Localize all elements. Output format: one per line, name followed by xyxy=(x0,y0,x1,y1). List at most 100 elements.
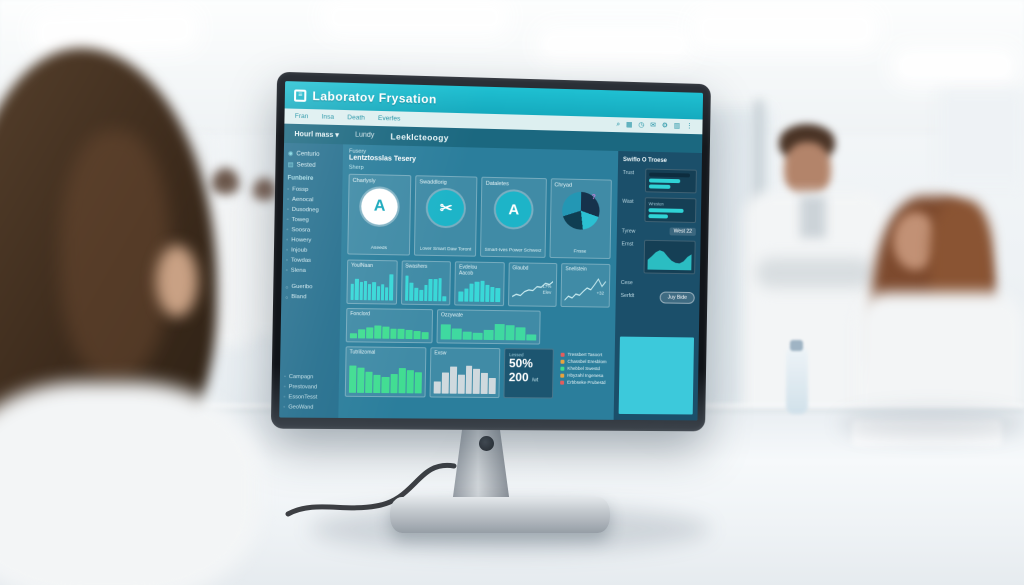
bar-chart-card[interactable]: Exsw xyxy=(429,347,501,399)
menu-item[interactable]: Death xyxy=(347,114,365,122)
panel-row-label: Serfdt xyxy=(620,292,635,300)
progress-track xyxy=(649,172,691,178)
sidebar-top-item[interactable]: ▤ Sested xyxy=(288,159,339,171)
period-dropdown[interactable]: Hourl mass ▾ xyxy=(294,129,339,138)
progress-bar xyxy=(648,214,668,219)
bar-chart-card[interactable]: Evdelou Aacob xyxy=(454,261,505,307)
highlight-panel xyxy=(618,336,695,415)
foreground-woman-cheek xyxy=(156,245,198,317)
bar-chart-card[interactable]: Tutrilizomal xyxy=(344,346,427,398)
bar xyxy=(389,328,397,339)
bar xyxy=(367,284,372,301)
card-title: Charlysly xyxy=(352,177,376,185)
progress-card[interactable] xyxy=(644,168,697,194)
chart-svg xyxy=(565,275,606,304)
progress-bar xyxy=(648,208,684,213)
search-icon[interactable]: ⌕ xyxy=(616,121,621,129)
line-chart-card[interactable]: Glaubd 17% Elev xyxy=(507,262,558,307)
mail-icon[interactable]: ✉ xyxy=(650,122,656,130)
card-title: Exsw xyxy=(434,350,447,357)
legend-item: Khebbel Swestd xyxy=(560,366,608,371)
clock-icon[interactable]: ◷ xyxy=(638,121,645,129)
progress-card[interactable]: Wresten xyxy=(644,197,697,223)
apps-icon[interactable]: ▥ xyxy=(673,122,681,130)
gear-icon[interactable]: ⚙ xyxy=(661,122,668,130)
legend: Tressbert Tasocrt Chassbel Eresblom Khebbe… xyxy=(557,349,609,399)
bar xyxy=(365,326,374,339)
foreground-woman-hair-highlight xyxy=(60,130,170,380)
line-chart-card[interactable]: Snellstein +32 xyxy=(560,263,611,308)
bar-chart-card[interactable]: Ozzywate xyxy=(436,309,541,345)
bar xyxy=(485,285,490,302)
bar xyxy=(348,365,357,393)
bar xyxy=(423,284,428,302)
progress-caption: Wresten xyxy=(648,201,664,207)
bar xyxy=(437,278,443,302)
bar xyxy=(405,330,413,340)
ceiling-light xyxy=(39,15,191,47)
card-caption: Aseeds xyxy=(370,245,387,252)
progress-bar xyxy=(648,184,671,189)
bar-chart-card[interactable]: Fonclord xyxy=(345,307,434,344)
background-person-head xyxy=(212,168,239,199)
bar xyxy=(433,381,441,394)
bar xyxy=(428,278,433,302)
pie-card[interactable]: Chryad ? Frisse xyxy=(549,178,612,260)
bar xyxy=(373,325,382,339)
sidebar-item[interactable]: Bland xyxy=(285,292,336,303)
card-title: Swaddlorig xyxy=(419,179,447,186)
menu-item[interactable]: Fran xyxy=(294,112,309,121)
filter-item[interactable]: Lundy xyxy=(354,131,375,140)
sidebar-bottom-item[interactable]: Campagn xyxy=(284,372,335,383)
bar xyxy=(404,275,409,301)
bar xyxy=(372,282,376,301)
area-chart-card[interactable] xyxy=(643,239,696,275)
bar xyxy=(359,282,363,301)
bar-chart-card[interactable]: Swashers xyxy=(400,260,452,306)
sidebar-bottom-item[interactable]: EssonTesst xyxy=(284,392,335,403)
kpi-card[interactable]: Lessed 50% 200 /wt xyxy=(503,348,554,399)
label: Tressbert Tasocrt xyxy=(567,351,603,358)
value-chip[interactable]: West 22 xyxy=(669,227,696,236)
more-icon[interactable]: ⋮ xyxy=(685,123,693,131)
bar-chart xyxy=(350,271,394,301)
right-panel: Swiflo O Troese Trust Wast Wresten xyxy=(613,151,703,421)
bar xyxy=(363,280,368,301)
bar xyxy=(433,278,438,302)
ceiling-light xyxy=(545,34,685,54)
period-dropdown-label: Hourl mass xyxy=(294,130,334,139)
kpi-unit: /wt xyxy=(531,377,539,384)
gauge-card[interactable]: Charlysly A Aseeds xyxy=(347,173,412,256)
sidebar-bottom-item[interactable]: Prestovand xyxy=(284,382,335,393)
progress-bar xyxy=(649,178,681,184)
bar xyxy=(449,366,457,394)
gauge-card[interactable]: Dataletes A Smart-Ives Power Schweiz xyxy=(480,176,547,258)
bar xyxy=(440,324,451,340)
panel-row: Cese xyxy=(621,278,695,287)
bar-chart-card[interactable]: YoulNaan xyxy=(346,259,398,305)
sidebar-bottom-item[interactable]: GeoWand xyxy=(283,402,334,413)
chart-annotation: 17% Elev xyxy=(542,283,552,295)
legend-swatch xyxy=(560,380,565,385)
menu-item[interactable]: Everfes xyxy=(377,114,401,123)
panel-action-button[interactable]: Juy Bide xyxy=(659,291,695,304)
panel-row-label: Trust xyxy=(622,169,635,177)
ceiling-light xyxy=(330,6,500,28)
app-logo-icon: ≡ xyxy=(293,88,307,102)
filter-item-active[interactable]: Leeklcteoogy xyxy=(390,130,449,143)
grid-icon[interactable]: ▦ xyxy=(625,121,633,129)
menu-item[interactable]: Insa xyxy=(321,113,335,121)
chart-svg xyxy=(647,250,692,271)
gauge-card-row: Charlysly A Aseeds Swaddlorig ✂ Lover Sm… xyxy=(347,173,612,260)
card-caption: Smart-Ives Power Schweiz xyxy=(484,247,542,254)
panel-row-label: Cese xyxy=(620,280,633,287)
bar-chart xyxy=(433,359,497,395)
kpi-value-count: 200 /wt xyxy=(508,369,539,385)
card-title: Dataletes xyxy=(485,180,509,188)
line-chart: +32 xyxy=(565,275,606,304)
doc-icon: ▤ xyxy=(287,162,294,169)
legend-item: Erbbseke Prubestd xyxy=(560,380,608,385)
gauge-card[interactable]: Swaddlorig ✂ Lover Smart Daw Toront xyxy=(414,175,478,257)
panel-row-label: Ernst xyxy=(621,241,634,248)
